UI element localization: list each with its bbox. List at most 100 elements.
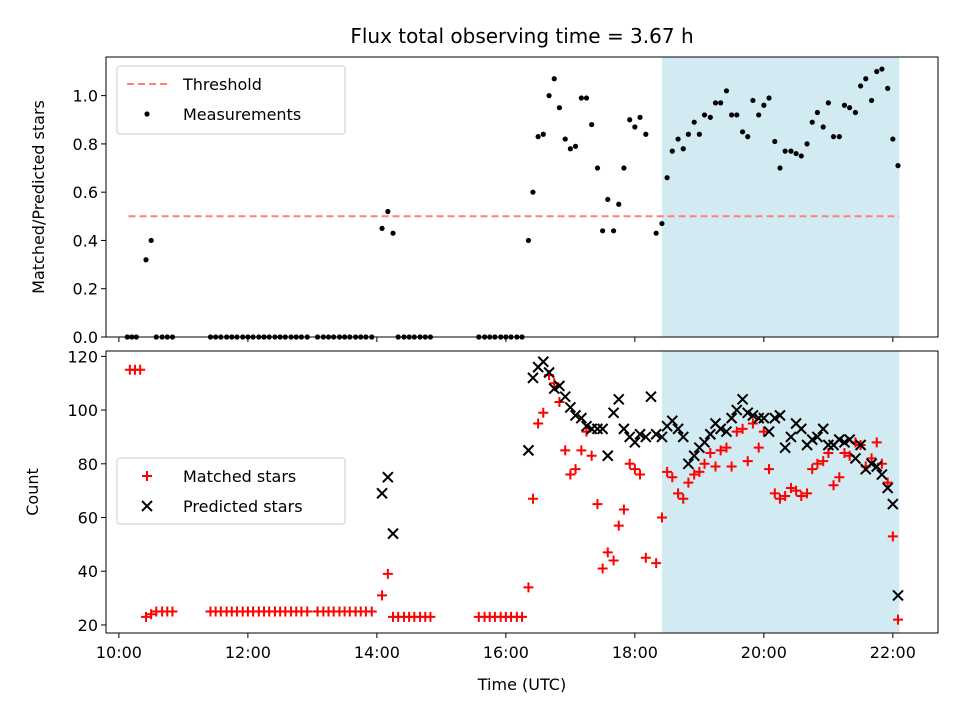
data-point bbox=[804, 141, 810, 147]
data-point bbox=[523, 582, 534, 593]
data-point bbox=[379, 225, 385, 231]
data-point bbox=[140, 611, 151, 622]
data-point bbox=[610, 228, 617, 234]
data-point bbox=[777, 165, 783, 171]
data-point bbox=[621, 165, 627, 171]
data-point bbox=[729, 112, 735, 118]
x-tick-label: 10:00 bbox=[96, 643, 142, 662]
data-point bbox=[578, 95, 584, 101]
legend-label: Predicted stars bbox=[183, 497, 303, 516]
data-point bbox=[747, 418, 758, 429]
data-point bbox=[624, 458, 635, 469]
x-tick-label: 20:00 bbox=[741, 643, 787, 662]
data-point bbox=[788, 148, 794, 154]
data-point bbox=[605, 196, 611, 203]
data-point bbox=[742, 456, 753, 467]
legend-label: Measurements bbox=[183, 105, 301, 124]
data-point bbox=[656, 431, 668, 443]
data-point bbox=[798, 153, 804, 159]
data-point bbox=[637, 114, 643, 120]
data-point bbox=[887, 498, 899, 510]
data-point bbox=[689, 469, 700, 480]
data-point bbox=[618, 504, 629, 515]
x-tick-label: 18:00 bbox=[612, 643, 658, 662]
data-point bbox=[602, 547, 613, 558]
data-point bbox=[629, 464, 640, 475]
data-point bbox=[688, 450, 700, 462]
y-tick-label: 1.0 bbox=[73, 87, 98, 106]
data-point bbox=[586, 450, 597, 461]
data-point bbox=[597, 563, 608, 574]
y-tick-label: 60 bbox=[78, 509, 98, 528]
legend-label: Threshold bbox=[182, 75, 262, 94]
data-point bbox=[650, 428, 662, 440]
data-point bbox=[723, 88, 730, 94]
data-point bbox=[602, 450, 614, 462]
data-point bbox=[366, 606, 377, 617]
x-tick-label: 12:00 bbox=[225, 643, 271, 662]
y-tick-label: 20 bbox=[78, 616, 98, 635]
data-point bbox=[135, 364, 146, 375]
data-point bbox=[627, 117, 633, 123]
data-point bbox=[570, 464, 581, 475]
data-point bbox=[382, 471, 394, 483]
data-point bbox=[830, 134, 837, 140]
data-point bbox=[822, 439, 835, 451]
y-tick-label: 80 bbox=[78, 455, 98, 474]
data-point bbox=[811, 431, 824, 443]
data-point bbox=[522, 444, 535, 457]
data-point bbox=[694, 466, 705, 477]
data-point bbox=[613, 520, 624, 531]
data-point bbox=[761, 102, 767, 108]
data-point bbox=[562, 136, 568, 142]
data-point bbox=[572, 143, 579, 149]
data-point bbox=[858, 83, 864, 89]
data-point bbox=[565, 469, 576, 480]
data-point bbox=[656, 512, 667, 523]
data-point bbox=[839, 448, 850, 459]
data-point bbox=[725, 412, 738, 424]
legend-box bbox=[116, 65, 346, 135]
data-point bbox=[710, 461, 721, 472]
data-point bbox=[616, 201, 622, 207]
data-point bbox=[849, 452, 862, 465]
data-point bbox=[887, 531, 898, 542]
data-point bbox=[554, 397, 565, 408]
data-point bbox=[881, 482, 894, 494]
data-point bbox=[527, 372, 539, 384]
data-point bbox=[892, 589, 904, 602]
data-point bbox=[745, 134, 751, 140]
data-point bbox=[533, 418, 544, 429]
data-point bbox=[750, 97, 756, 104]
data-point bbox=[890, 136, 896, 142]
y-axis-label: Count bbox=[23, 468, 42, 516]
x-tick-label: 14:00 bbox=[354, 643, 400, 662]
data-point bbox=[698, 436, 711, 449]
data-point bbox=[556, 105, 563, 111]
data-point bbox=[715, 445, 726, 456]
data-point bbox=[148, 237, 154, 244]
data-point bbox=[302, 606, 313, 617]
data-point bbox=[854, 439, 867, 451]
data-point bbox=[537, 356, 549, 368]
legend-label: Matched stars bbox=[183, 467, 296, 486]
data-point bbox=[673, 488, 684, 499]
data-point bbox=[685, 131, 692, 137]
data-point bbox=[540, 131, 546, 137]
data-point bbox=[527, 493, 538, 504]
data-point bbox=[893, 614, 904, 625]
data-point bbox=[640, 552, 651, 563]
data-point bbox=[517, 611, 527, 622]
data-point bbox=[763, 425, 775, 438]
data-point bbox=[385, 208, 391, 215]
data-point bbox=[575, 412, 588, 424]
data-point bbox=[780, 491, 791, 502]
data-point bbox=[651, 558, 662, 569]
data-point bbox=[634, 428, 646, 440]
data-point bbox=[535, 134, 541, 140]
data-point bbox=[607, 407, 620, 419]
data-point bbox=[882, 477, 893, 488]
legend-marker bbox=[141, 500, 153, 512]
data-point bbox=[645, 390, 657, 403]
data-point bbox=[736, 393, 749, 406]
